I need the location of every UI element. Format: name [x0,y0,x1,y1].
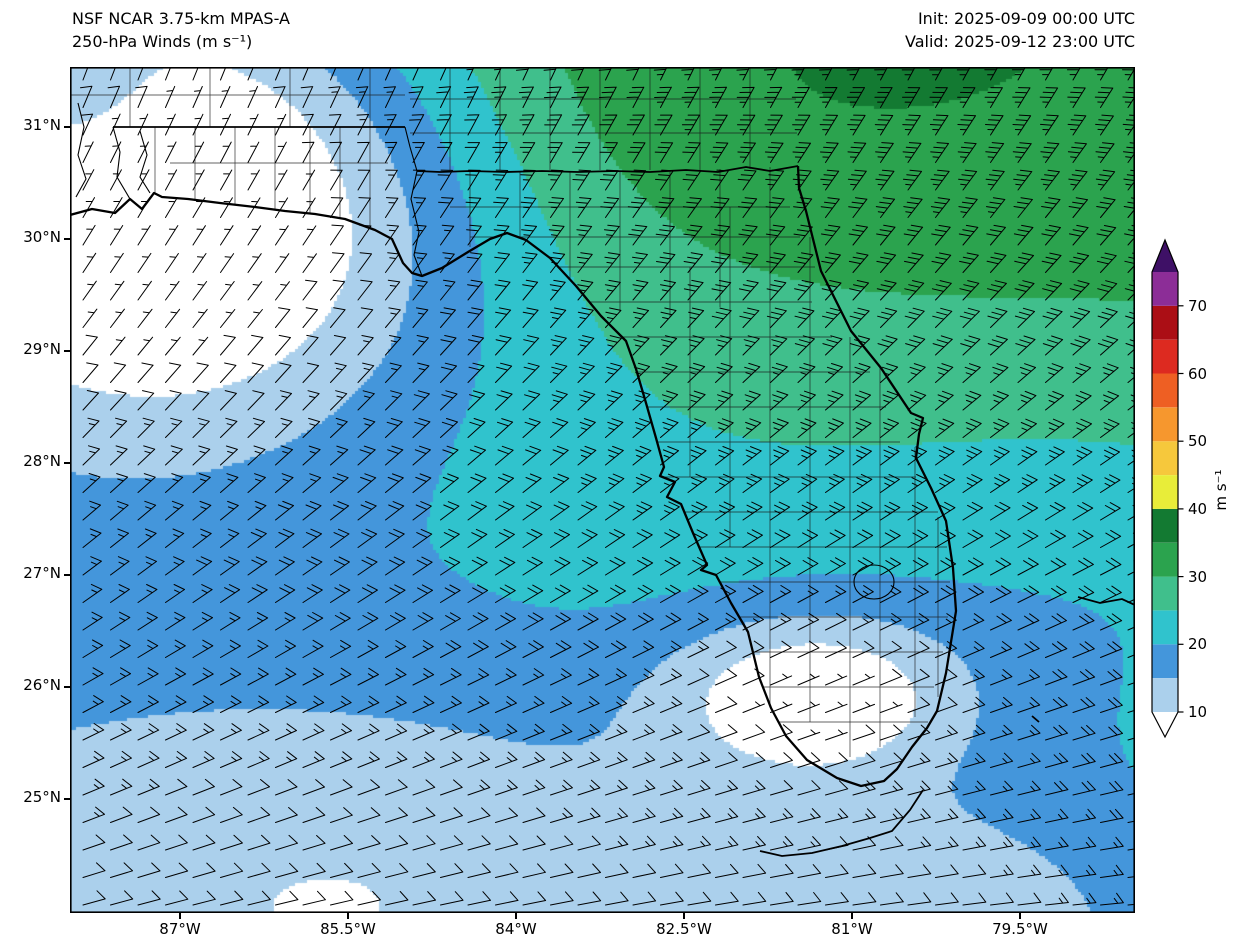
y-axis-tickmark [64,574,70,576]
x-axis-tickmark [347,913,349,919]
colorbar-tick-label: 70 [1188,296,1208,315]
colorbar-tick-label: 40 [1188,499,1208,518]
colorbar [1151,238,1184,739]
x-axis-tick-label: 87°W [159,920,201,938]
plot-title-field: 250-hPa Winds (m s⁻¹) [72,32,253,51]
colorbar-tick-label: 50 [1188,432,1208,451]
county-boundaries-georgia-alabama [70,67,797,170]
x-axis-tickmark [1019,913,1021,919]
y-axis-tickmark [64,126,70,128]
x-axis-tickmark [179,913,181,919]
y-axis-tick-label: 27°N [23,564,61,582]
x-axis-tick-label: 84°W [495,920,537,938]
county-boundaries-florida [154,127,950,757]
colorbar-tick-label: 20 [1188,635,1208,654]
y-axis-tick-label: 28°N [23,452,61,470]
plot-frame [70,67,1135,913]
coastline [70,165,958,788]
x-axis-tickmark [683,913,685,919]
wind-speed-field [70,67,1135,913]
colorbar-tick-label: 60 [1188,364,1208,383]
colorbar-unit-label: m s⁻¹ [1212,469,1230,511]
y-axis-tickmark [64,462,70,464]
x-axis-tick-label: 85.5°W [320,920,376,938]
x-axis-tick-label: 79.5°W [992,920,1048,938]
x-axis-tick-label: 82.5°W [656,920,712,938]
colorbar-tick-label: 10 [1188,703,1208,721]
islands-and-keys [759,596,1135,857]
x-axis-tickmark [851,913,853,919]
y-axis-tick-label: 25°N [23,788,61,806]
y-axis-tickmark [64,798,70,800]
y-axis-tick-label: 31°N [23,116,61,134]
y-axis-tick-label: 26°N [23,676,61,694]
x-axis-tick-label: 81°W [831,920,873,938]
y-axis-tickmark [64,350,70,352]
map-overlay [70,67,1135,913]
valid-time: Valid: 2025-09-12 23:00 UTC [904,32,1135,51]
wind-barbs [80,67,1135,906]
y-axis-tick-label: 29°N [23,340,61,358]
plot-title-model: NSF NCAR 3.75-km MPAS-A [72,9,290,28]
y-axis-tickmark [64,686,70,688]
y-axis-tick-label: 30°N [23,228,61,246]
x-axis-tickmark [515,913,517,919]
y-axis-tickmark [64,238,70,240]
init-time: Init: 2025-09-09 00:00 UTC [917,9,1135,28]
state-borders [113,126,799,173]
rivers-and-lakes [75,102,895,600]
colorbar-tick-label: 30 [1188,567,1208,586]
